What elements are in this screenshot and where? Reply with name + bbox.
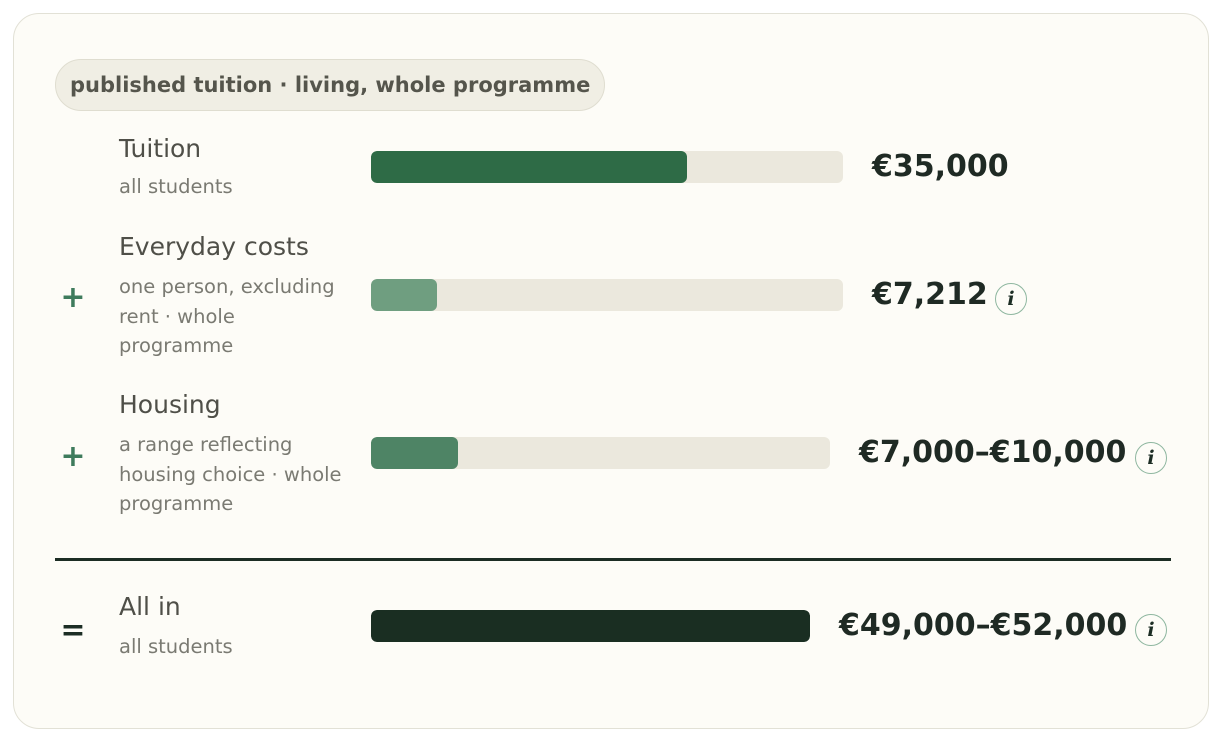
plus-operator: + (60, 439, 86, 474)
row-subtitle: one person, excluding rent · whole progr… (119, 275, 335, 357)
row-value: €35,000 (872, 149, 1009, 184)
row-title: Tuition (119, 134, 202, 163)
info-icon[interactable]: i (1135, 442, 1167, 474)
info-icon[interactable]: i (1135, 614, 1167, 646)
equals-operator: = (60, 613, 86, 648)
row-title: All in (119, 592, 181, 621)
bar-fill (371, 279, 438, 311)
row-title: Everyday costs (119, 232, 309, 261)
row-value: €49,000–€52,000 (839, 608, 1128, 643)
row-value: €7,212 (872, 277, 988, 312)
source-tag: published tuition · living, whole progra… (55, 59, 606, 111)
row-value: €7,000–€10,000 (859, 435, 1127, 470)
bar-fill (371, 151, 688, 183)
bar-fill (371, 610, 810, 642)
row-subtitle: all students (119, 175, 233, 198)
bar-track (371, 610, 810, 642)
plus-operator: + (60, 280, 86, 315)
row-subtitle: a range reflecting housing choice · whol… (119, 433, 342, 515)
cost-breakdown-card: published tuition · living, whole progra… (13, 13, 1209, 729)
bar-track (371, 279, 843, 311)
total-divider (55, 558, 1171, 561)
bar-track (371, 151, 843, 183)
info-icon[interactable]: i (995, 283, 1027, 315)
row-subtitle: all students (119, 635, 233, 658)
bar-fill (371, 437, 459, 469)
row-title: Housing (119, 390, 221, 419)
bar-track (371, 437, 830, 469)
